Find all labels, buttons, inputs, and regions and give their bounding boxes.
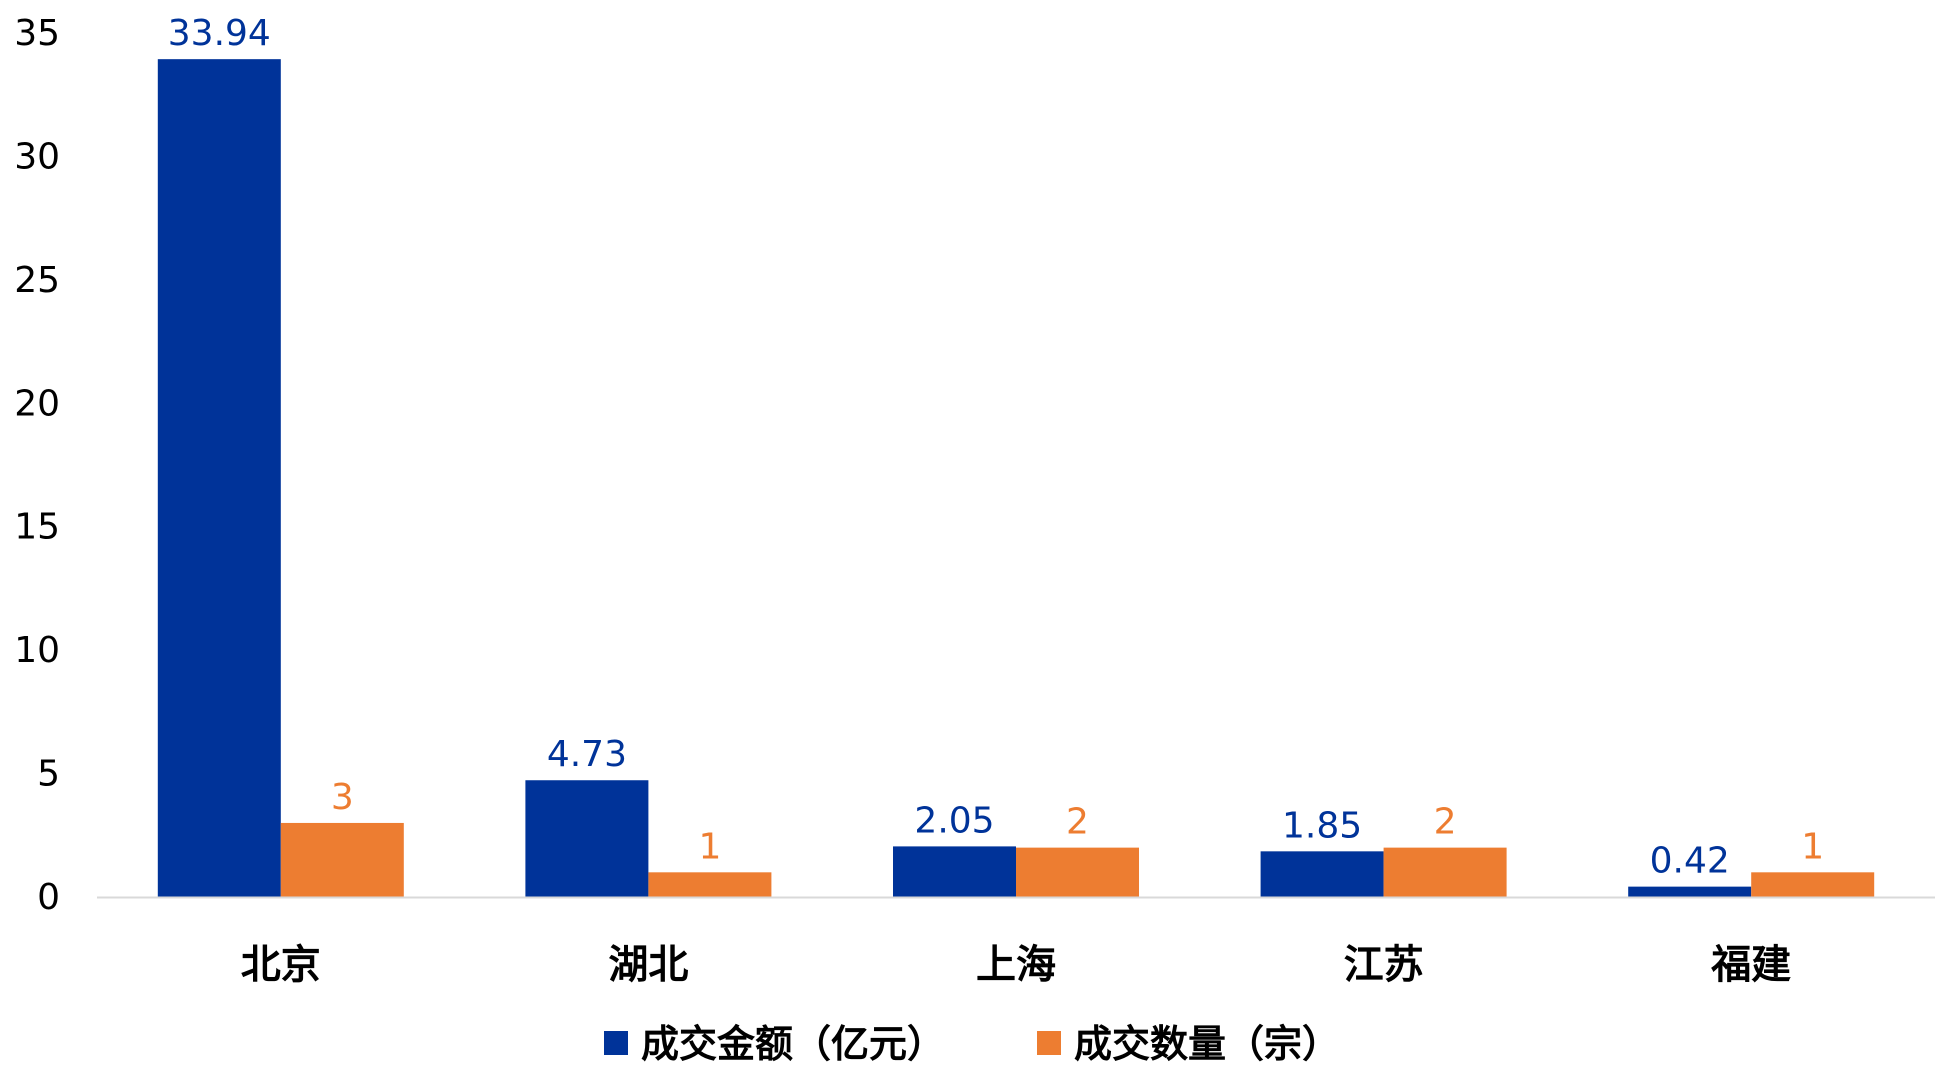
y-tick-label: 0 (37, 877, 60, 918)
legend-label: 成交数量（宗） (1074, 1022, 1340, 1066)
bar-series-0-3 (1260, 851, 1384, 897)
legend: 成交金额（亿元） 成交数量（宗） (604, 1022, 1340, 1066)
y-tick-label: 30 (14, 136, 60, 177)
x-axis-ticks: 北京 湖北 上海 江苏 福建 (241, 942, 1791, 988)
x-tick-label: 湖北 (608, 942, 688, 988)
y-tick-label: 5 (37, 754, 60, 795)
data-label: 33.94 (168, 13, 271, 54)
data-label: 3 (331, 777, 354, 818)
y-tick-label: 20 (14, 383, 60, 424)
legend-swatch (1037, 1031, 1061, 1055)
x-tick-label: 江苏 (1344, 942, 1424, 988)
bar-series-1-4 (1751, 872, 1875, 897)
x-tick-label: 福建 (1710, 942, 1791, 988)
data-label: 2 (1434, 802, 1457, 843)
bar-series-1-1 (648, 872, 772, 897)
x-tick-label: 上海 (976, 942, 1056, 988)
data-label: 4.73 (547, 734, 627, 775)
bar-series-0-2 (893, 846, 1016, 897)
y-axis-ticks: 0 5 10 15 20 25 30 35 (14, 13, 60, 918)
legend-label: 成交金额（亿元） (641, 1022, 945, 1066)
bar-series-1-2 (1016, 847, 1139, 897)
data-label: 2.05 (914, 800, 994, 841)
bar-series-0-1 (525, 780, 649, 897)
y-tick-label: 15 (14, 507, 60, 548)
y-tick-label: 10 (14, 630, 60, 671)
data-label: 1.85 (1282, 805, 1362, 846)
bar-series-0-0 (157, 59, 281, 897)
bars (157, 59, 1875, 897)
legend-swatch (604, 1031, 628, 1055)
bar-series-1-0 (280, 822, 404, 897)
bar-series-1-3 (1383, 847, 1507, 897)
data-label: 0.42 (1650, 841, 1730, 882)
data-labels: 33.94 4.73 2.05 1.85 0.42 3 1 2 2 1 (168, 13, 1824, 881)
data-label: 1 (698, 826, 721, 867)
data-label: 1 (1801, 826, 1824, 867)
x-tick-label: 北京 (241, 942, 321, 988)
y-tick-label: 25 (14, 260, 60, 301)
bar-series-0-4 (1628, 886, 1752, 897)
data-label: 2 (1066, 802, 1089, 843)
y-tick-label: 35 (14, 13, 60, 54)
